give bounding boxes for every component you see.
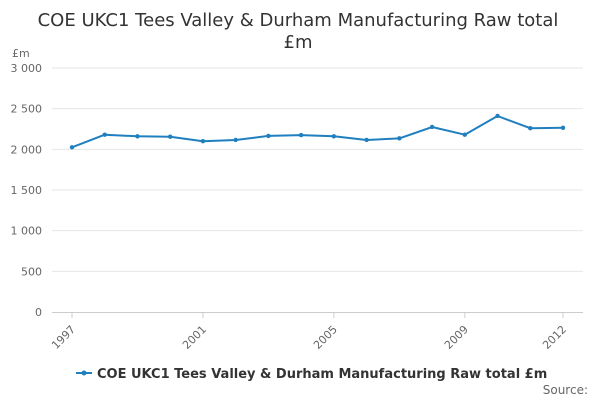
x-tick-label: 2009 bbox=[442, 323, 471, 352]
data-point[interactable] bbox=[233, 137, 238, 143]
legend-label: COE UKC1 Tees Valley & Durham Manufactur… bbox=[97, 367, 547, 382]
axes bbox=[52, 312, 583, 318]
data-point[interactable] bbox=[168, 134, 173, 139]
data-point[interactable] bbox=[429, 124, 435, 130]
x-tick-label: 2012 bbox=[540, 323, 569, 352]
x-tick-label: 1997 bbox=[49, 323, 78, 352]
legend-swatch-dot bbox=[81, 370, 87, 376]
data-point[interactable] bbox=[135, 134, 140, 139]
data-point[interactable] bbox=[397, 136, 402, 141]
y-tick-label: 1 000 bbox=[11, 225, 43, 238]
gridlines bbox=[52, 67, 583, 272]
y-tick-label: 2 500 bbox=[11, 103, 43, 116]
x-tick-label: 2001 bbox=[180, 323, 209, 352]
y-tick-label: 3 000 bbox=[11, 62, 43, 75]
chart-title-line-2: £m bbox=[284, 32, 313, 53]
data-point[interactable] bbox=[528, 125, 533, 131]
y-tick-label: 2 000 bbox=[11, 143, 43, 156]
y-tick-label: 500 bbox=[21, 265, 42, 278]
y-tick-label: 0 bbox=[35, 306, 42, 319]
source-label[interactable]: Source: bbox=[543, 383, 588, 397]
data-point[interactable] bbox=[331, 134, 337, 139]
data-point[interactable] bbox=[266, 133, 271, 139]
y-axis-unit-label: £m bbox=[12, 47, 30, 60]
data-point[interactable] bbox=[560, 125, 566, 130]
series-line bbox=[71, 115, 564, 149]
y-tick-label: 1 500 bbox=[11, 184, 43, 197]
series-layer bbox=[69, 113, 566, 150]
data-point[interactable] bbox=[200, 139, 206, 144]
y-tick-labels: 0 500 1 000 1 500 2 000 2 500 3 000 bbox=[11, 62, 43, 319]
data-point[interactable] bbox=[364, 137, 369, 143]
data-point[interactable] bbox=[298, 132, 304, 138]
data-point[interactable] bbox=[495, 113, 500, 119]
data-point[interactable] bbox=[69, 145, 75, 150]
legend[interactable]: COE UKC1 Tees Valley & Durham Manufactur… bbox=[76, 367, 547, 382]
x-tick-label: 2005 bbox=[311, 323, 340, 352]
x-tick-labels: 1997 2001 2005 2009 2012 bbox=[49, 323, 569, 352]
data-point[interactable] bbox=[102, 132, 107, 137]
data-point[interactable] bbox=[462, 132, 467, 137]
chart-title-line-1: COE UKC1 Tees Valley & Durham Manufactur… bbox=[38, 10, 559, 31]
